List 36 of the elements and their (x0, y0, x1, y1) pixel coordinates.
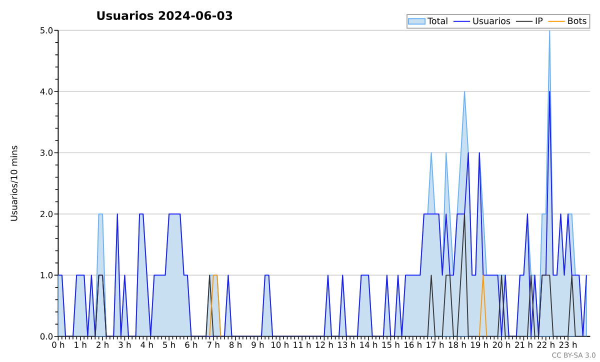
x-tick-label: 18 h (448, 342, 466, 348)
y-tick-label: 3.0 (40, 150, 53, 156)
legend-label: Bots (568, 18, 586, 24)
x-tick-label: 3 h (118, 342, 131, 348)
x-tick-label: 7 h (207, 342, 220, 348)
x-tick-label: 23 h (559, 342, 577, 348)
y-tick-label: 5.0 (40, 27, 53, 34)
x-tick-label: 22 h (537, 342, 554, 348)
x-tick-label: 20 h (492, 342, 510, 348)
x-tick-label: 17 h (426, 342, 444, 348)
y-tick-label: 1.0 (40, 272, 53, 278)
x-tick-label: 14 h (360, 342, 378, 348)
x-tick-label: 6 h (185, 342, 198, 348)
y-tick-label: 2.0 (40, 210, 53, 218)
x-tick-label: 0 h (52, 342, 64, 348)
x-tick-label: 19 h (471, 342, 488, 348)
x-tick-label: 8 h (230, 342, 242, 348)
x-tick-label: 9 h (252, 342, 264, 348)
chart-title: Usuarios 2024-06-03 (97, 10, 232, 20)
x-tick-label: 12 h (316, 342, 333, 348)
x-tick-label: 16 h (404, 342, 422, 348)
x-tick-label: 2 h (96, 342, 108, 348)
x-tick-label: 1 h (74, 342, 86, 348)
x-tick-label: 15 h (382, 342, 400, 348)
x-tick-label: 4 h (140, 342, 153, 348)
x-tick-label: 5 h (163, 342, 175, 348)
x-tick-label: 11 h (294, 342, 311, 348)
x-tick-label: 10 h (272, 342, 288, 348)
x-tick-label: 21 h (515, 342, 532, 348)
legend-label: IP (536, 18, 543, 24)
y-tick-label: 0.0 (40, 333, 53, 340)
x-tick-label: 13 h (338, 342, 355, 348)
legend-label: Total (428, 18, 448, 24)
legend-label: Usuarios (473, 18, 510, 24)
y-tick-label: 4.0 (40, 88, 53, 95)
y-axis-title: Usuarios/10 mins (10, 146, 18, 221)
